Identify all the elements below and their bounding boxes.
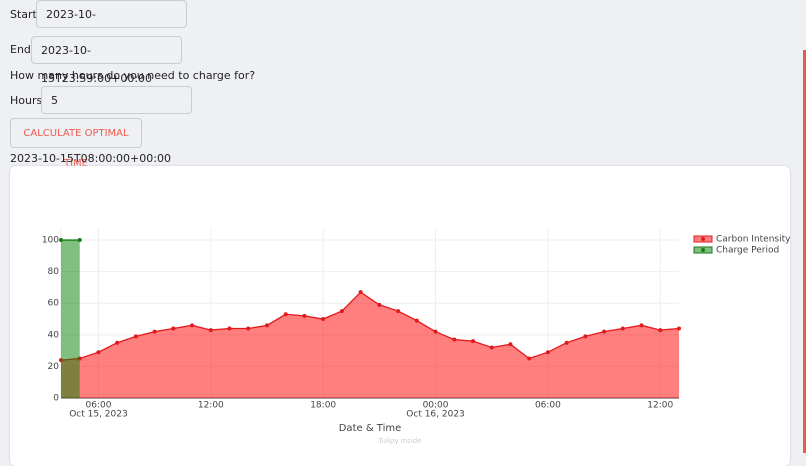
y-tick-label: 20 — [48, 362, 60, 372]
end-label: End: — [10, 43, 35, 56]
line — [60, 291, 680, 361]
x-date-label: Oct 15, 2023 — [69, 410, 128, 420]
end-input[interactable]: 2023-10-15T23:59:00+00:00 — [31, 36, 182, 85]
marker — [246, 326, 251, 331]
legend-label: Carbon Intensity — [716, 235, 791, 245]
marker — [321, 317, 326, 322]
marker — [583, 334, 588, 339]
start-label: Start: — [10, 8, 41, 21]
marker — [133, 334, 138, 339]
x-tick-label: 12:00 — [198, 401, 224, 411]
marker — [339, 309, 344, 314]
question: How many hours do you need to charge for… — [10, 69, 256, 82]
marker — [265, 323, 269, 328]
marker — [152, 329, 157, 334]
marker — [489, 345, 494, 350]
y-tick-label: 80 — [48, 267, 60, 277]
marker — [358, 290, 363, 295]
legend-label: Charge Period — [716, 246, 779, 256]
marker — [602, 329, 607, 334]
marker — [208, 328, 213, 333]
area-fill — [61, 292, 679, 398]
x-tick-label: 06:00 — [85, 401, 111, 411]
area-fill — [61, 240, 80, 398]
marker — [452, 337, 457, 342]
marker — [190, 323, 195, 328]
marker — [396, 309, 401, 314]
y-tick-label: 100 — [42, 236, 59, 246]
chart: 0 20 40 60 80 100 06:00 12:00 18:00 00:00 06:00 12:… — [42, 229, 791, 445]
marker — [59, 238, 63, 243]
x-axis-title: Date & Time — [339, 423, 402, 434]
x-tick-label: 12:00 — [647, 401, 673, 411]
marker — [171, 326, 176, 331]
y-tick-label: 0 — [53, 394, 59, 404]
marker — [471, 339, 475, 344]
marker — [283, 312, 288, 317]
page: Start: 2023-10-15T08:00:00+00:00 End: 20… — [10, 0, 806, 466]
x-tick-label: 18:00 — [310, 401, 336, 411]
marker — [677, 326, 681, 331]
x-tick-label: 00:00 — [423, 401, 449, 411]
legend-marker — [701, 248, 705, 252]
x-date-label: Oct 16, 2023 — [406, 410, 465, 420]
marker — [414, 318, 419, 323]
hours-label: Hours: — [10, 94, 46, 107]
scrollbar[interactable] — [803, 50, 806, 453]
marker — [564, 340, 569, 345]
marker — [302, 313, 307, 318]
marker — [639, 323, 644, 328]
marker — [620, 326, 625, 331]
marker — [545, 350, 550, 355]
marker — [508, 342, 513, 347]
hours-input[interactable]: 5 — [41, 86, 192, 114]
marker — [96, 350, 101, 355]
marker — [77, 238, 82, 243]
x-tick-label: 06:00 — [535, 401, 561, 411]
calculate-button[interactable]: CALCULATE OPTIMAL TIME — [10, 118, 142, 169]
marker — [433, 329, 438, 334]
marker — [527, 356, 532, 361]
marker — [658, 328, 663, 333]
watermark: Tulipy inside — [377, 437, 421, 445]
result: 2023-10-15T08:00:00+00:00 — [10, 152, 171, 165]
legend-marker — [701, 237, 705, 241]
y-tick-label: 40 — [48, 330, 60, 340]
marker — [377, 302, 382, 307]
marker — [115, 340, 120, 345]
marker — [227, 326, 232, 331]
y-tick-label: 60 — [48, 299, 60, 309]
